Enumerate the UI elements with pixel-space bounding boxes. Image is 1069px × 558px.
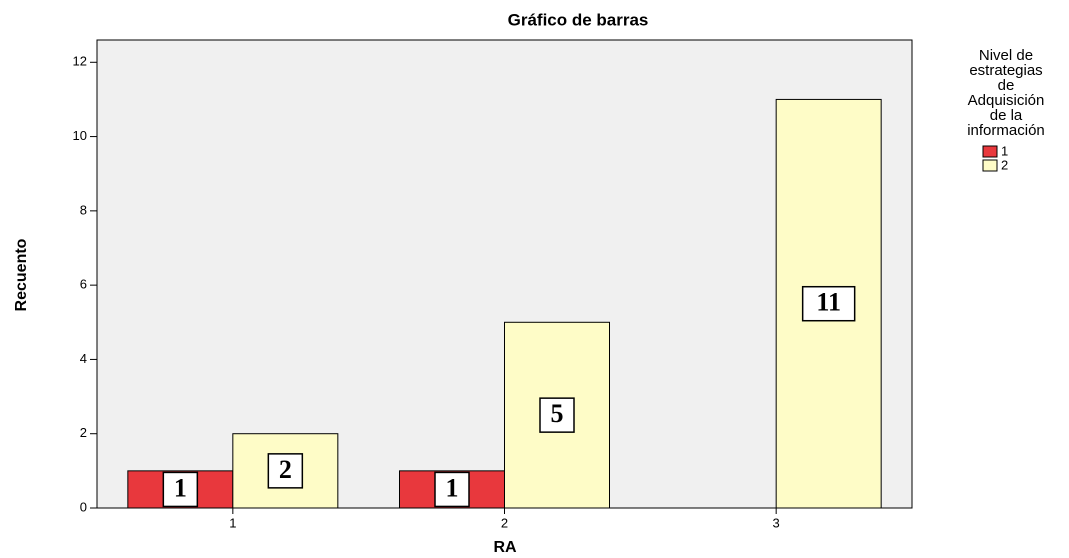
legend-title: estrategias <box>969 62 1042 79</box>
x-tick-label: 3 <box>773 515 780 530</box>
legend-title: de la <box>990 107 1023 124</box>
legend-swatch <box>982 145 998 158</box>
legend-title: Nivel de <box>979 47 1033 64</box>
x-tick-label: 2 <box>501 515 508 530</box>
legend-title: de <box>998 77 1015 94</box>
legend-label: 2 <box>1001 157 1008 172</box>
data-label: 1 <box>174 473 187 502</box>
y-tick-label: 6 <box>80 277 87 292</box>
data-label-box <box>801 285 856 322</box>
y-tick-label: 2 <box>80 425 87 440</box>
y-axis-label: Recuento <box>13 238 30 311</box>
x-tick-label: 1 <box>229 515 236 530</box>
data-label-box <box>267 453 304 489</box>
y-tick-label: 12 <box>73 54 87 69</box>
data-label: 1 <box>446 473 459 502</box>
legend-title: información <box>967 122 1045 139</box>
data-label: 5 <box>551 399 564 428</box>
legend-title: Adquisición <box>968 92 1045 109</box>
legend-swatch <box>982 159 998 172</box>
chart-title: Gráfico de barras <box>508 10 649 29</box>
data-label: 11 <box>816 288 841 317</box>
data-label-box <box>434 471 470 508</box>
y-tick-label: 10 <box>73 128 87 143</box>
y-tick-label: 4 <box>80 351 87 366</box>
data-label: 2 <box>279 455 292 484</box>
y-tick-label: 0 <box>80 499 87 514</box>
x-axis-label: RA <box>493 539 517 556</box>
data-label-box <box>162 471 199 508</box>
legend-label: 1 <box>1001 143 1008 158</box>
y-tick-label: 8 <box>80 202 87 217</box>
data-label-box <box>539 397 575 433</box>
